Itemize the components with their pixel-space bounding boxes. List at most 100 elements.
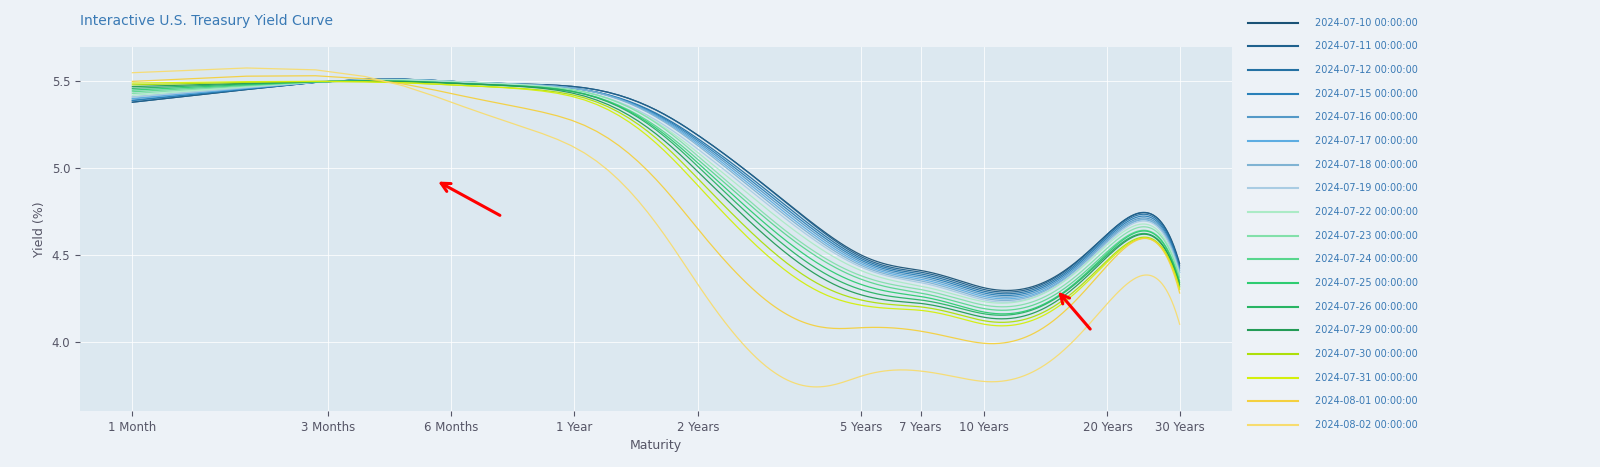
Line: 2024-07-18 00:00:00: 2024-07-18 00:00:00 (133, 80, 1179, 300)
2024-07-25 00:00:00 (800, 255, 819, 261)
2024-07-29 00:00:00 (1008, 315, 1027, 320)
2024-07-22 00:00:00 (1115, 228, 1134, 234)
2024-07-10 00:00:00 (1170, 261, 1189, 266)
2024-07-26 00:00:00 (1114, 239, 1133, 245)
2024-07-11 00:00:00 (123, 99, 142, 105)
Line: 2024-07-10 00:00:00: 2024-07-10 00:00:00 (133, 79, 1179, 290)
2024-07-24 00:00:00 (1114, 236, 1133, 241)
2024-07-11 00:00:00 (1170, 262, 1189, 268)
2024-07-24 00:00:00 (1115, 235, 1134, 241)
2024-07-31 00:00:00 (973, 321, 992, 327)
2024-07-25 00:00:00 (123, 87, 142, 93)
2024-07-25 00:00:00 (1090, 259, 1109, 264)
2024-07-24 00:00:00 (1170, 278, 1189, 283)
2024-07-23 00:00:00 (123, 91, 142, 96)
2024-07-31 00:00:00 (1115, 244, 1134, 250)
Text: 2024-07-17 00:00:00: 2024-07-17 00:00:00 (1315, 136, 1418, 146)
2024-08-02 00:00:00 (974, 379, 994, 384)
2024-07-30 00:00:00 (973, 318, 992, 323)
Y-axis label: Yield (%): Yield (%) (34, 201, 46, 257)
2024-07-15 00:00:00 (1114, 222, 1133, 227)
2024-07-16 00:00:00 (394, 77, 413, 82)
2024-07-16 00:00:00 (1115, 223, 1134, 228)
2024-07-17 00:00:00 (1170, 269, 1189, 275)
2024-07-24 00:00:00 (1008, 306, 1027, 312)
2024-07-19 00:00:00 (1090, 248, 1109, 254)
2024-08-02 00:00:00 (800, 384, 819, 389)
2024-07-29 00:00:00 (1170, 283, 1189, 289)
2024-07-22 00:00:00 (1090, 249, 1109, 255)
2024-07-17 00:00:00 (394, 77, 413, 82)
2024-07-26 00:00:00 (1090, 260, 1109, 266)
2024-07-10 00:00:00 (123, 99, 142, 105)
2024-07-12 00:00:00 (800, 222, 819, 227)
Text: 2024-07-12 00:00:00: 2024-07-12 00:00:00 (1315, 65, 1418, 75)
2024-07-30 00:00:00 (992, 319, 1011, 325)
Line: 2024-08-01 00:00:00: 2024-08-01 00:00:00 (133, 76, 1179, 344)
Text: 2024-08-02 00:00:00: 2024-08-02 00:00:00 (1315, 420, 1418, 430)
2024-07-29 00:00:00 (1090, 262, 1109, 268)
2024-08-01 00:00:00 (1115, 246, 1134, 251)
2024-07-29 00:00:00 (123, 84, 142, 89)
2024-07-30 00:00:00 (1090, 266, 1109, 271)
2024-07-31 00:00:00 (123, 80, 142, 86)
Text: 2024-07-31 00:00:00: 2024-07-31 00:00:00 (1315, 373, 1418, 383)
2024-07-19 00:00:00 (995, 299, 1014, 305)
2024-07-19 00:00:00 (394, 77, 413, 83)
2024-07-26 00:00:00 (992, 312, 1011, 318)
2024-07-24 00:00:00 (994, 307, 1013, 313)
2024-07-19 00:00:00 (973, 297, 992, 303)
2024-07-18 00:00:00 (123, 94, 142, 100)
2024-07-11 00:00:00 (973, 286, 992, 292)
2024-07-16 00:00:00 (997, 294, 1016, 300)
2024-07-25 00:00:00 (1115, 236, 1134, 242)
Text: 2024-07-23 00:00:00: 2024-07-23 00:00:00 (1315, 231, 1418, 241)
2024-07-17 00:00:00 (1090, 246, 1109, 252)
Text: 2024-07-30 00:00:00: 2024-07-30 00:00:00 (1315, 349, 1418, 359)
2024-08-02 00:00:00 (123, 70, 142, 76)
Text: 2024-07-11 00:00:00: 2024-07-11 00:00:00 (1315, 42, 1418, 51)
2024-07-30 00:00:00 (800, 276, 819, 282)
Line: 2024-07-23 00:00:00: 2024-07-23 00:00:00 (133, 80, 1179, 307)
2024-07-19 00:00:00 (1115, 226, 1134, 232)
2024-07-31 00:00:00 (1090, 268, 1109, 273)
2024-07-26 00:00:00 (123, 85, 142, 91)
2024-07-31 00:00:00 (306, 78, 325, 84)
2024-07-18 00:00:00 (394, 77, 413, 83)
Text: 2024-07-22 00:00:00: 2024-07-22 00:00:00 (1315, 207, 1418, 217)
2024-07-16 00:00:00 (1114, 224, 1133, 229)
2024-07-22 00:00:00 (992, 300, 1011, 306)
2024-07-17 00:00:00 (800, 229, 819, 235)
2024-07-19 00:00:00 (123, 94, 142, 100)
2024-07-15 00:00:00 (1090, 243, 1109, 248)
2024-07-24 00:00:00 (355, 78, 374, 84)
2024-07-25 00:00:00 (973, 309, 992, 315)
2024-07-25 00:00:00 (355, 78, 374, 84)
2024-08-02 00:00:00 (808, 384, 827, 389)
Text: 2024-07-26 00:00:00: 2024-07-26 00:00:00 (1315, 302, 1418, 312)
2024-07-19 00:00:00 (1008, 298, 1027, 304)
2024-07-10 00:00:00 (1114, 219, 1133, 224)
2024-07-15 00:00:00 (973, 290, 992, 296)
2024-08-01 00:00:00 (973, 340, 992, 346)
2024-08-02 00:00:00 (1090, 311, 1109, 316)
2024-07-15 00:00:00 (800, 224, 819, 230)
2024-07-19 00:00:00 (1114, 227, 1133, 233)
2024-07-26 00:00:00 (1008, 311, 1027, 317)
2024-07-18 00:00:00 (973, 295, 992, 301)
2024-07-24 00:00:00 (123, 89, 142, 95)
2024-08-02 00:00:00 (237, 65, 256, 71)
2024-07-22 00:00:00 (1170, 273, 1189, 278)
2024-07-24 00:00:00 (973, 305, 992, 311)
2024-08-01 00:00:00 (982, 341, 1002, 347)
2024-07-17 00:00:00 (123, 96, 142, 101)
2024-07-12 00:00:00 (1090, 241, 1109, 247)
2024-07-31 00:00:00 (992, 323, 1011, 329)
2024-07-29 00:00:00 (800, 268, 819, 273)
2024-07-18 00:00:00 (1090, 246, 1109, 252)
2024-07-18 00:00:00 (1170, 269, 1189, 275)
2024-07-10 00:00:00 (1090, 239, 1109, 245)
2024-07-17 00:00:00 (995, 296, 1014, 302)
2024-07-22 00:00:00 (1114, 229, 1133, 235)
2024-07-23 00:00:00 (973, 302, 992, 308)
